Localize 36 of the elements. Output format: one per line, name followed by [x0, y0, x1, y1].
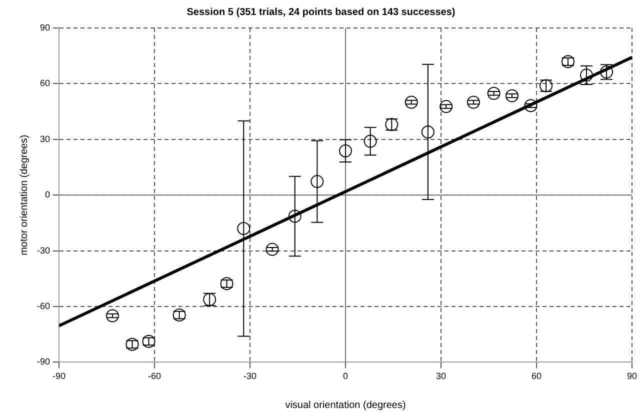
y-tick-label: 90	[40, 22, 50, 32]
y-tick-label: 0	[44, 190, 50, 200]
point	[440, 100, 453, 114]
point	[142, 334, 156, 348]
x-tick-label: -90	[52, 371, 66, 382]
point	[106, 309, 119, 322]
point	[562, 55, 575, 68]
point	[172, 308, 186, 322]
point	[505, 89, 518, 102]
point	[339, 144, 352, 158]
y-tick-label: -30	[36, 245, 50, 256]
point	[404, 96, 418, 109]
x-tick-label: 60	[531, 371, 542, 382]
point	[487, 86, 500, 100]
y-tick-label: -60	[36, 300, 50, 311]
x-tick-label: -30	[243, 371, 257, 382]
x-tick-label: 0	[342, 371, 348, 382]
y-tick-label: 30	[40, 134, 50, 144]
point	[237, 222, 250, 236]
x-tick-label: 30	[436, 371, 446, 382]
point	[466, 96, 480, 109]
point	[364, 134, 377, 148]
point	[266, 242, 279, 256]
point	[421, 125, 434, 138]
y-axis-title: motor orientation (degrees)	[18, 134, 30, 256]
point	[220, 277, 234, 290]
point	[288, 210, 302, 223]
point	[310, 175, 324, 188]
chart-title: Session 5 (351 trials, 24 points based on 143 successes)	[186, 6, 456, 18]
point	[524, 99, 538, 112]
point	[126, 338, 139, 351]
y-tick-label: -90	[36, 356, 50, 367]
x-axis-title: visual orientation (degrees)	[285, 400, 406, 411]
x-tick-label: -60	[148, 371, 162, 382]
y-tick-label: 60	[40, 78, 50, 88]
x-tick-label: 90	[626, 371, 637, 382]
